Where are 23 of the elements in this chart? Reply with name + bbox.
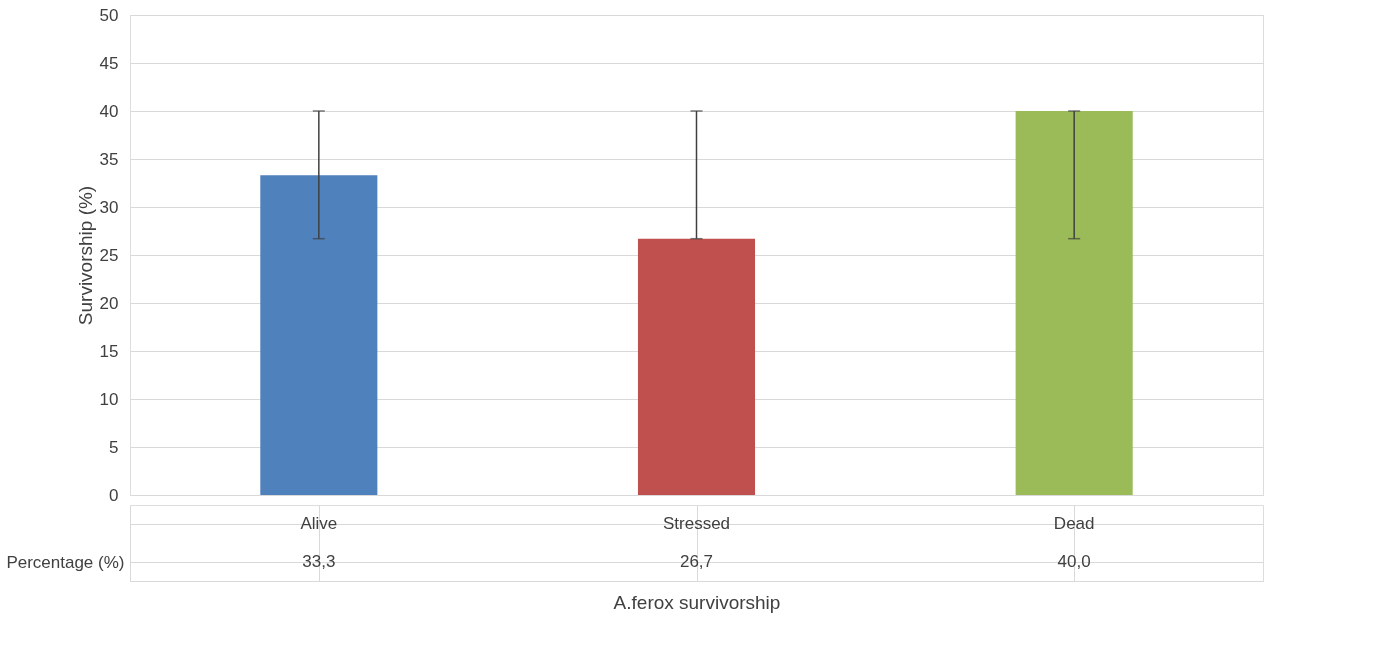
data-label: 26,7	[679, 552, 714, 571]
y-tick-label: 5	[109, 437, 119, 457]
y-tick-label: 40	[99, 101, 119, 121]
y-tick-label: 35	[99, 149, 119, 169]
y-tick-label: 25	[99, 245, 119, 265]
x-tick-label: Stressed	[662, 514, 731, 533]
text: Percentage (%)	[6, 552, 125, 572]
y-axis-title: Survivorship (%)	[74, 185, 96, 326]
y-tick-label: 30	[99, 197, 119, 217]
bar	[637, 238, 756, 495]
data-label: 33,3	[302, 552, 336, 571]
y-tick-label: 15	[99, 341, 119, 361]
x-tick-label: Dead	[1053, 514, 1095, 533]
x-tick-label: Alive	[300, 514, 338, 533]
bar	[1015, 111, 1133, 495]
data-label: 40,0	[1057, 552, 1091, 571]
y-tick-label: 0	[109, 485, 119, 505]
y-tick-label: 20	[99, 293, 119, 313]
bar	[260, 175, 378, 495]
x-axis-title: A.ferox survivorship	[613, 591, 781, 613]
y-tick-label: 45	[99, 53, 119, 73]
y-tick-label: 50	[99, 5, 119, 25]
y-tick-label: 10	[99, 389, 119, 409]
